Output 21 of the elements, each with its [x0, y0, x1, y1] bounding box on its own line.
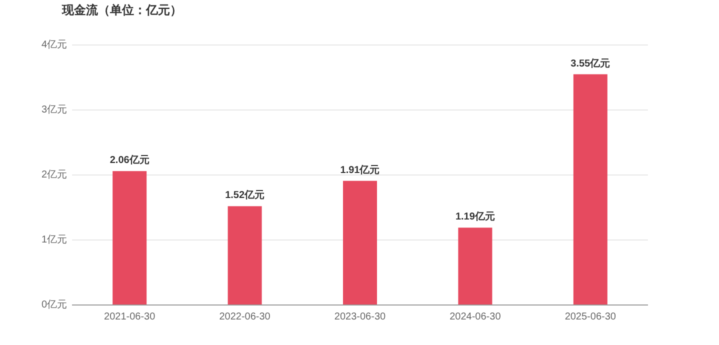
x-tick-label: 2023-06-30 [334, 312, 386, 323]
bar [343, 180, 377, 305]
bar [573, 74, 608, 305]
y-tick-label: 1亿元 [41, 234, 67, 246]
y-tick-label: 2亿元 [41, 170, 67, 181]
bar [228, 206, 262, 305]
data-label: 3.55亿元 [570, 57, 610, 70]
y-tick-label: 3亿元 [41, 104, 67, 116]
bar [458, 228, 492, 305]
data-label: 1.19亿元 [455, 210, 495, 223]
x-tick-label: 2022-06-30 [219, 312, 271, 323]
data-label: 1.91亿元 [340, 164, 380, 176]
bar [112, 171, 147, 305]
data-label: 1.52亿元 [225, 189, 265, 202]
x-tick-label: 2021-06-30 [104, 312, 156, 323]
x-tick-label: 2024-06-30 [450, 312, 502, 323]
chart-title: 现金流（单位：亿元） [61, 3, 182, 18]
x-tick-label: 2025-06-30 [564, 312, 616, 323]
y-tick-label: 0亿元 [41, 300, 67, 311]
data-label: 2.06亿元 [110, 154, 150, 166]
y-tick-label: 4亿元 [41, 40, 67, 51]
